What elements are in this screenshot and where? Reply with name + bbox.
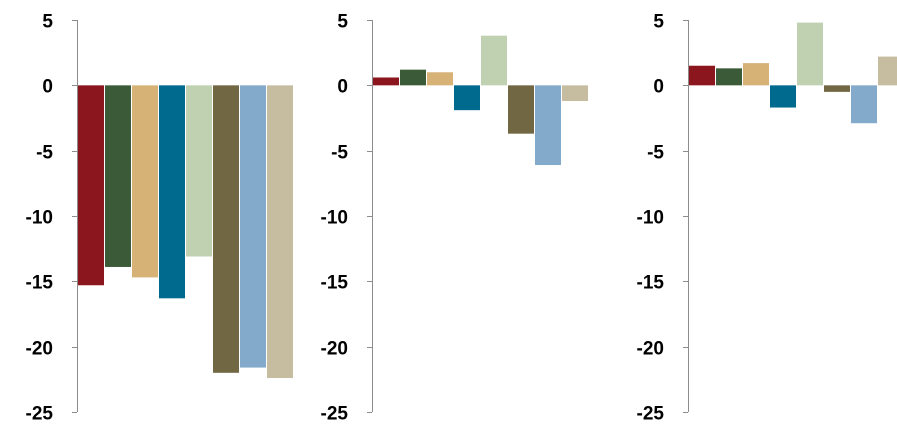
bar <box>824 85 850 92</box>
bar <box>267 85 293 379</box>
y-tick-label: -25 <box>26 404 54 425</box>
y-tick-label: -20 <box>321 339 348 360</box>
bar <box>535 85 561 166</box>
y-tick-label: -15 <box>26 273 54 294</box>
y-tick-label: -5 <box>647 143 664 164</box>
bar <box>508 85 534 134</box>
bar <box>373 77 399 86</box>
y-tick-label: -20 <box>26 339 53 360</box>
bar <box>562 85 588 102</box>
bar <box>159 85 185 299</box>
chart-panel-2: 5 0 -5 -10 -15 -20 -25 <box>321 12 588 425</box>
chart-panel-1: 5 0 -5 -10 -15 -20 -25 <box>26 12 293 425</box>
y-tick-label: 5 <box>653 12 664 33</box>
y-tick-label: 5 <box>337 12 348 33</box>
y-tick-label: 5 <box>42 12 53 33</box>
bar <box>851 85 877 124</box>
y-tick-label: 0 <box>337 77 348 98</box>
y-tick-label: -10 <box>321 208 348 229</box>
bar <box>427 72 453 86</box>
chart-panel-3: 5 0 -5 -10 -15 -20 -25 <box>637 12 897 425</box>
bar <box>132 85 158 278</box>
bar <box>743 63 769 86</box>
y-tick-label: -10 <box>637 208 664 229</box>
y-tick-label: 0 <box>42 77 53 98</box>
bar <box>186 85 212 257</box>
y-tick-label: 0 <box>653 77 664 98</box>
bar <box>689 65 715 86</box>
y-tick-label: -25 <box>637 404 665 425</box>
bar <box>400 69 426 86</box>
bar <box>78 85 104 286</box>
bar <box>454 85 480 111</box>
y-tick-label: -10 <box>26 208 53 229</box>
bar <box>213 85 239 373</box>
y-tick-label: -15 <box>637 273 665 294</box>
bar <box>797 22 823 86</box>
bar <box>105 85 131 267</box>
y-tick-label: -15 <box>321 273 349 294</box>
bar <box>878 56 897 86</box>
bar <box>716 68 742 86</box>
y-tick-label: -5 <box>36 143 53 164</box>
y-tick-label: -25 <box>321 404 349 425</box>
y-tick-label: -5 <box>331 143 348 164</box>
bar <box>240 85 266 368</box>
bar <box>481 35 507 86</box>
bar <box>770 85 796 108</box>
y-tick-label: -20 <box>637 339 664 360</box>
